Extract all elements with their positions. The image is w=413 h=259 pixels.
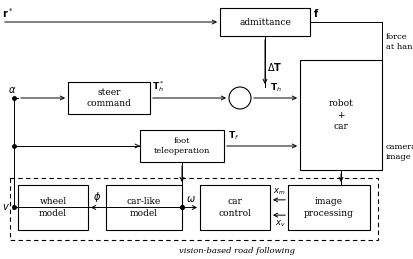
Text: admittance: admittance <box>238 18 290 26</box>
Text: image
processing: image processing <box>303 197 353 218</box>
Text: $x_m$: $x_m$ <box>273 186 285 197</box>
Bar <box>287 185 369 230</box>
Text: $\mathbf{T}_h$: $\mathbf{T}_h$ <box>269 82 281 94</box>
Bar <box>140 130 223 162</box>
Text: $\alpha$: $\alpha$ <box>8 85 16 95</box>
Text: $\mathbf{T}_h^*$: $\mathbf{T}_h^*$ <box>152 79 164 94</box>
Text: car
control: car control <box>218 197 251 218</box>
Text: vision-based road following: vision-based road following <box>178 247 294 255</box>
Bar <box>10 178 377 240</box>
Text: $\omega$: $\omega$ <box>186 195 195 205</box>
Text: wheel
model: wheel model <box>39 197 67 218</box>
Bar <box>68 82 150 114</box>
Bar <box>299 60 381 170</box>
Text: $\mathbf{T}_f$: $\mathbf{T}_f$ <box>228 130 239 142</box>
Text: $\Delta\mathbf{T}$: $\Delta\mathbf{T}$ <box>266 61 282 73</box>
Text: camera
image: camera image <box>385 143 413 161</box>
Bar <box>219 8 309 36</box>
Text: $\phi$: $\phi$ <box>93 191 101 205</box>
Bar <box>199 185 269 230</box>
Text: $x_v$: $x_v$ <box>275 218 285 229</box>
Text: $v$: $v$ <box>2 203 10 212</box>
Text: $\mathbf{f}$: $\mathbf{f}$ <box>312 7 318 19</box>
Bar <box>106 185 182 230</box>
Text: $\mathbf{r}^*$: $\mathbf{r}^*$ <box>2 6 13 20</box>
Text: car-like
model: car-like model <box>126 197 161 218</box>
Circle shape <box>228 87 250 109</box>
Text: force
at hand: force at hand <box>385 33 413 51</box>
Text: robot
+
car: robot + car <box>328 99 353 131</box>
Bar <box>18 185 88 230</box>
Text: foot
teleoperation: foot teleoperation <box>154 137 210 155</box>
Text: steer
command: steer command <box>86 88 131 109</box>
